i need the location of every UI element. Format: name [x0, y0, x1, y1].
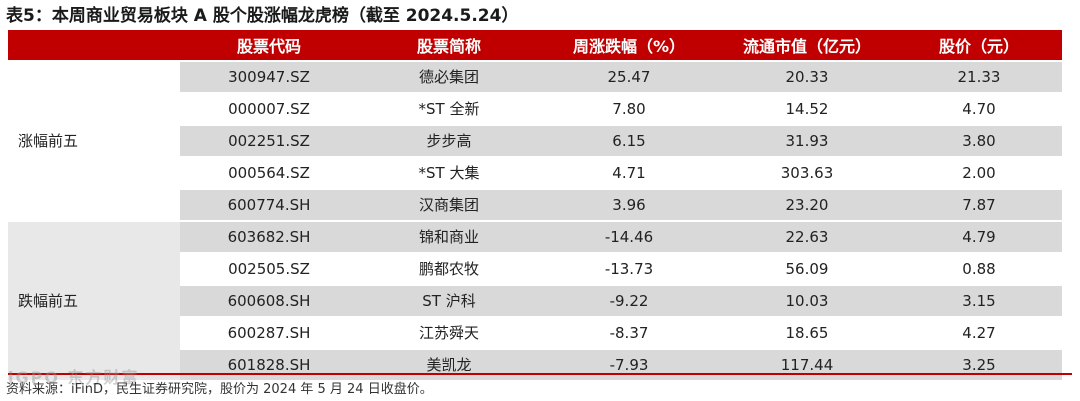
header-mktcap: 流通市值（亿元）: [718, 30, 896, 62]
cell-change: -14.46: [540, 221, 718, 254]
cell-code: 000007.SZ: [180, 93, 358, 126]
cell-mktcap: 23.20: [718, 189, 896, 222]
cell-name: 江苏舜天: [358, 317, 540, 350]
table-row: 涨幅前五 300947.SZ 德必集团 25.47 20.33 21.33: [8, 61, 1062, 222]
cell-price: 0.88: [896, 253, 1062, 286]
table-row: 002505.SZ 鹏都农牧 -13.73 56.09 0.88: [8, 253, 1062, 286]
cell-name: *ST 全新: [358, 93, 540, 126]
cell-price: 4.27: [896, 317, 1062, 350]
cell-name: ST 沪科: [358, 285, 540, 318]
header-code: 股票代码: [180, 30, 358, 62]
cell-change: 25.47: [540, 61, 718, 94]
cell-code: 600774.SH: [180, 189, 358, 222]
cell-code: 600608.SH: [180, 285, 358, 318]
table-row: 000007.SZ *ST 全新 7.80 14.52 4.70: [8, 93, 1062, 126]
cell-mktcap: 18.65: [718, 317, 896, 350]
table-row: 000564.SZ *ST 大集 4.71 303.63 2.00: [8, 157, 1062, 190]
cell-code: 603682.SH: [180, 221, 358, 254]
cell-code: 002251.SZ: [180, 125, 358, 158]
cell-change: 3.96: [540, 189, 718, 222]
group-label-losers: 跌幅前五: [8, 221, 180, 382]
cell-code: 600287.SH: [180, 317, 358, 350]
cell-mktcap: 303.63: [718, 157, 896, 190]
source-note: 资料来源：iFinD，民生证券研究院，股价为 2024 年 5 月 24 日收盘…: [6, 382, 433, 397]
header-name: 股票简称: [358, 30, 540, 62]
cell-mktcap: 20.33: [718, 61, 896, 94]
cell-code: 002505.SZ: [180, 253, 358, 286]
cell-name: 鹏都农牧: [358, 253, 540, 286]
cell-name: 德必集团: [358, 61, 540, 94]
cell-code: 000564.SZ: [180, 157, 358, 190]
header-group-blank: [8, 30, 180, 62]
cell-price: 3.15: [896, 285, 1062, 318]
cell-price: 7.87: [896, 189, 1062, 222]
cell-mktcap: 31.93: [718, 125, 896, 158]
header-price: 股价（元）: [896, 30, 1062, 62]
bottom-rule: [8, 373, 1072, 375]
table-row: 600774.SH 汉商集团 3.96 23.20 7.87: [8, 189, 1062, 222]
table-row: 002251.SZ 步步高 6.15 31.93 3.80: [8, 125, 1062, 158]
cell-name: 步步高: [358, 125, 540, 158]
cell-change: -7.93: [540, 349, 718, 382]
cell-name: *ST 大集: [358, 157, 540, 190]
table-row: 601828.SH 美凯龙 -7.93 117.44 3.25: [8, 349, 1062, 382]
cell-change: -13.73: [540, 253, 718, 286]
table-title: 表5：本周商业贸易板块 A 股个股涨幅龙虎榜（截至 2024.5.24）: [6, 6, 519, 26]
cell-mktcap: 14.52: [718, 93, 896, 126]
table-row: 600287.SH 江苏舜天 -8.37 18.65 4.27: [8, 317, 1062, 350]
cell-name: 锦和商业: [358, 221, 540, 254]
group-label-gainers: 涨幅前五: [8, 61, 180, 222]
cell-change: 7.80: [540, 93, 718, 126]
cell-price: 3.80: [896, 125, 1062, 158]
cell-mktcap: 10.03: [718, 285, 896, 318]
table-row: 跌幅前五 603682.SH 锦和商业 -14.46 22.63 4.79: [8, 221, 1062, 382]
cell-mktcap: 56.09: [718, 253, 896, 286]
header-change: 周涨跌幅（%）: [540, 30, 718, 62]
ranking-table: 股票代码 股票简称 周涨跌幅（%） 流通市值（亿元） 股价（元） 涨幅前五 30…: [8, 30, 1062, 382]
cell-price: 2.00: [896, 157, 1062, 190]
cell-change: -9.22: [540, 285, 718, 318]
cell-price: 4.79: [896, 221, 1062, 254]
cell-price: 21.33: [896, 61, 1062, 94]
table-row: 600608.SH ST 沪科 -9.22 10.03 3.15: [8, 285, 1062, 318]
cell-mktcap: 22.63: [718, 221, 896, 254]
cell-change: -8.37: [540, 317, 718, 350]
cell-code: 601828.SH: [180, 349, 358, 382]
cell-price: 4.70: [896, 93, 1062, 126]
cell-mktcap: 117.44: [718, 349, 896, 382]
cell-name: 汉商集团: [358, 189, 540, 222]
cell-code: 300947.SZ: [180, 61, 358, 94]
cell-name: 美凯龙: [358, 349, 540, 382]
header-row: 股票代码 股票简称 周涨跌幅（%） 流通市值（亿元） 股价（元）: [8, 30, 1062, 62]
cell-change: 4.71: [540, 157, 718, 190]
cell-price: 3.25: [896, 349, 1062, 382]
cell-change: 6.15: [540, 125, 718, 158]
